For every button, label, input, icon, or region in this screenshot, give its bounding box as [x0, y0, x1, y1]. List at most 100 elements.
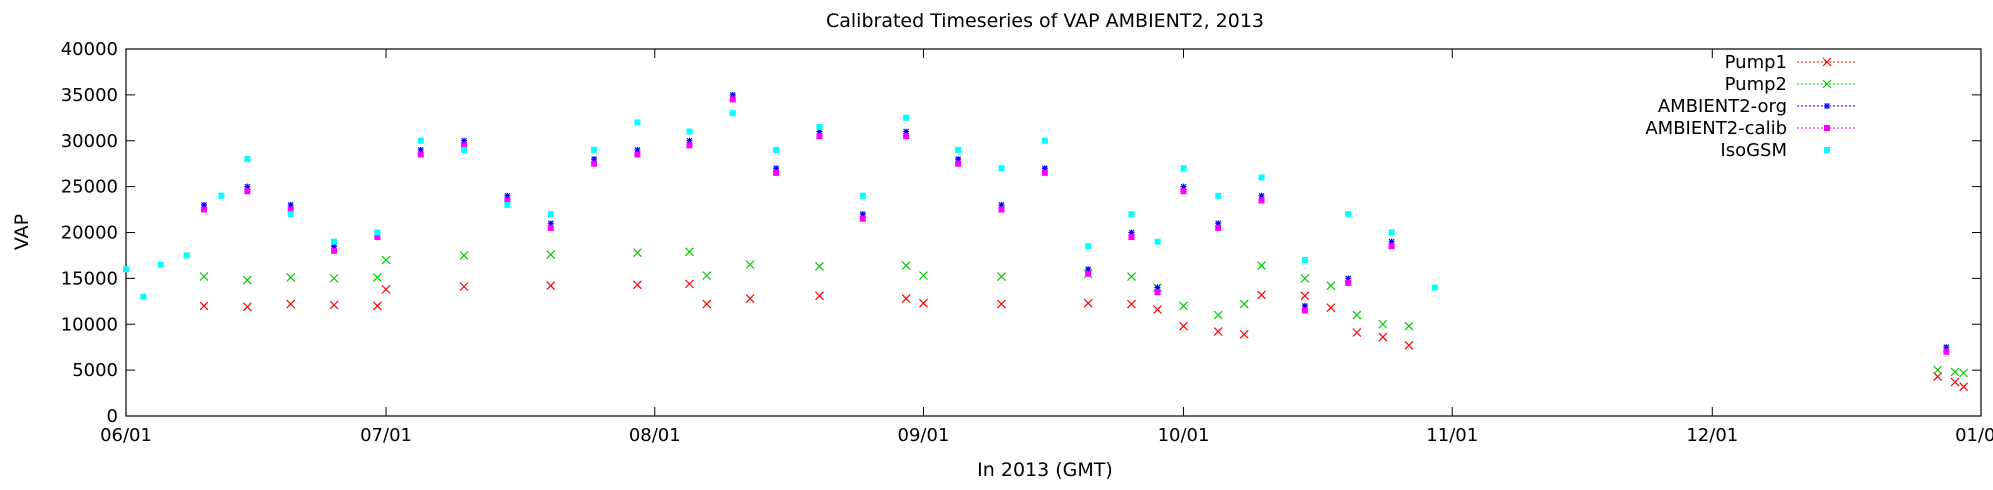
point-pump1 — [815, 291, 824, 301]
point-pump1 — [1083, 298, 1093, 308]
point-pump2 — [1239, 299, 1249, 309]
point-isogsm — [1215, 192, 1222, 199]
point-ambient2-org — [1085, 266, 1092, 273]
point-pump1 — [1933, 372, 1943, 381]
point-pump2 — [1326, 281, 1336, 291]
point-ambient2-org — [591, 156, 598, 163]
point-pump2 — [286, 273, 296, 282]
point-pump2 — [1404, 321, 1414, 331]
point-pump1 — [372, 301, 382, 311]
point-pump2 — [1378, 319, 1388, 329]
point-pump2 — [381, 255, 391, 265]
point-pump2 — [1352, 310, 1362, 320]
x-tick-label: 09/01 — [898, 425, 950, 446]
point-pump1 — [286, 299, 296, 309]
point-pump2 — [1257, 261, 1266, 270]
series-ambient2-org — [201, 91, 1950, 351]
point-pump1 — [1404, 340, 1414, 350]
point-ambient2-calib — [547, 224, 554, 231]
point-pump2 — [372, 273, 382, 282]
point-pump1 — [685, 279, 694, 289]
series-pump2 — [199, 247, 1969, 378]
point-isogsm — [634, 119, 641, 126]
point-ambient2-org — [417, 146, 424, 153]
point-pump2 — [702, 271, 712, 281]
legend-marker-ambient2-calib — [1824, 125, 1830, 131]
point-isogsm — [374, 229, 381, 236]
y-tick-label: 20000 — [61, 223, 118, 244]
y-tick-label: 0 — [107, 406, 118, 427]
point-ambient2-calib — [1388, 243, 1395, 250]
point-pump1 — [1153, 305, 1162, 314]
y-tick-label: 25000 — [61, 177, 118, 198]
legend-label-isogsm: IsoGSM — [1720, 140, 1787, 161]
point-isogsm — [1041, 137, 1048, 144]
point-pump2 — [1950, 367, 1960, 377]
legend-marker-pump2 — [1822, 79, 1832, 89]
point-pump2 — [242, 275, 252, 285]
y-tick-label: 40000 — [61, 39, 118, 60]
x-tick-label: 06/01 — [100, 425, 152, 446]
point-ambient2-calib — [287, 206, 294, 213]
point-isogsm — [1085, 243, 1092, 250]
point-ambient2-org — [1215, 220, 1222, 227]
point-isogsm — [1128, 211, 1135, 218]
point-ambient2-org — [903, 128, 910, 135]
y-tick-label: 5000 — [72, 360, 118, 381]
point-pump1 — [633, 280, 642, 290]
point-pump2 — [919, 271, 928, 281]
y-tick-label: 15000 — [61, 268, 118, 289]
point-isogsm — [859, 192, 866, 199]
point-ambient2-org — [955, 156, 962, 163]
point-pump1 — [329, 300, 339, 310]
point-isogsm — [816, 123, 823, 130]
point-isogsm — [729, 110, 736, 117]
point-ambient2-org — [331, 243, 338, 250]
point-pump1 — [901, 294, 911, 303]
point-ambient2-org — [816, 128, 823, 135]
point-ambient2-org — [547, 220, 554, 227]
point-ambient2-org — [1128, 229, 1135, 236]
point-pump1 — [546, 281, 556, 291]
point-ambient2-calib — [1180, 188, 1187, 195]
point-ambient2-calib — [331, 247, 338, 254]
y-axis-ticks: 0 5000 10000 15000 20000 25000 30000 35000 40000 — [61, 39, 1981, 427]
point-ambient2-calib — [1345, 279, 1352, 286]
point-pump1 — [381, 284, 391, 294]
point-isogsm — [1388, 229, 1395, 236]
point-isogsm — [955, 146, 962, 153]
point-pump2 — [685, 247, 694, 257]
legend: Pump1Pump2AMBIENT2-orgAMBIENT2-calibIsoG… — [1645, 52, 1857, 161]
point-ambient2-org — [634, 146, 641, 153]
point-pump1 — [1213, 327, 1223, 337]
point-ambient2-calib — [903, 133, 910, 140]
x-axis-title: In 2013 (GMT) — [977, 459, 1113, 481]
x-tick-label: 11/01 — [1426, 425, 1478, 446]
x-tick-label: 01/01 — [1955, 425, 1993, 446]
point-isogsm — [504, 201, 511, 208]
point-pump2 — [1179, 301, 1188, 311]
point-isogsm — [140, 293, 147, 300]
point-isogsm — [218, 192, 225, 199]
point-ambient2-calib — [1128, 234, 1135, 241]
point-isogsm — [123, 266, 129, 273]
series-pump1 — [199, 279, 1969, 392]
point-pump1 — [1257, 290, 1266, 300]
point-isogsm — [686, 128, 693, 135]
point-ambient2-org — [1258, 192, 1265, 199]
point-pump2 — [997, 272, 1006, 281]
point-isogsm — [157, 261, 164, 268]
legend-label-ambient2-calib: AMBIENT2-calib — [1645, 118, 1787, 139]
y-tick-label: 30000 — [61, 131, 118, 152]
point-pump1 — [199, 301, 209, 311]
point-isogsm — [1301, 257, 1308, 264]
point-ambient2-org — [201, 201, 208, 208]
point-ambient2-org — [1345, 275, 1352, 282]
point-ambient2-calib — [816, 133, 823, 140]
point-pump2 — [1959, 368, 1969, 378]
point-ambient2-org — [686, 137, 693, 144]
point-ambient2-calib — [1215, 224, 1222, 231]
point-isogsm — [183, 252, 190, 259]
point-isogsm — [1180, 165, 1187, 172]
